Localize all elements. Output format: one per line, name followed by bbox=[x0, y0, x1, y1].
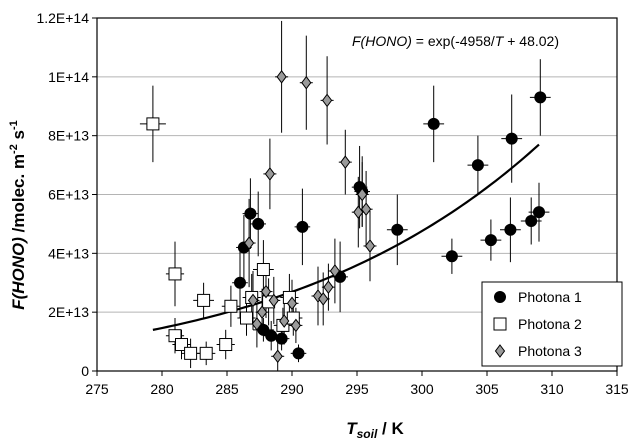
x-tick-label: 300 bbox=[410, 381, 434, 397]
y-axis-title: F(HONO) /molec. m-2 s-1 bbox=[8, 120, 28, 310]
photona-2-point bbox=[240, 311, 253, 325]
photona-2-point bbox=[168, 267, 182, 281]
photona-3-point bbox=[353, 205, 364, 219]
y-tick-label: 1.2E+14 bbox=[36, 10, 89, 26]
y-tick-label: 1E+14 bbox=[48, 69, 89, 85]
photona-1-point bbox=[533, 206, 545, 219]
photona-2-point bbox=[256, 263, 270, 277]
legend-marker-photona-1 bbox=[494, 291, 506, 303]
photona-2-point bbox=[219, 338, 233, 352]
y-tick-label: 4E+13 bbox=[48, 245, 89, 261]
photona-3-point bbox=[323, 280, 334, 294]
photona-1-point bbox=[525, 214, 538, 227]
photona-2-point bbox=[199, 346, 213, 360]
photona-3-point bbox=[357, 187, 368, 202]
photona-3-point bbox=[243, 236, 255, 250]
photona-3-point bbox=[301, 75, 312, 90]
fit-curve bbox=[152, 143, 540, 331]
y-tick-label: 2E+13 bbox=[48, 304, 89, 320]
x-tick-label: 280 bbox=[150, 381, 174, 397]
photona-3-point bbox=[286, 296, 298, 311]
photona-3-point bbox=[318, 292, 329, 306]
axis-ticks: 0 2E+13 4E+13 6E+13 8E+13 1E+14 1.2E+14 275 280 2… bbox=[36, 10, 628, 397]
legend-label-photona-1: Photona 1 bbox=[518, 289, 582, 305]
y-tick-label: 8E+13 bbox=[48, 128, 89, 144]
photona-3-point bbox=[290, 318, 302, 333]
photona-1-point bbox=[505, 132, 518, 145]
data-points bbox=[146, 70, 547, 364]
fit-equation: F(HONO) = exp(-4958/T + 48.02) bbox=[352, 33, 559, 49]
photona-3-point bbox=[321, 93, 333, 108]
x-tick-label: 315 bbox=[605, 381, 629, 397]
y-tick-label: 6E+13 bbox=[48, 187, 89, 203]
photona-1-point bbox=[275, 332, 288, 345]
photona-3-point bbox=[276, 70, 287, 84]
photona-3-point bbox=[329, 264, 341, 278]
photona-1-point bbox=[252, 217, 265, 230]
photona-3-point bbox=[260, 284, 272, 299]
photona-3-point bbox=[256, 305, 268, 319]
x-tick-label: 310 bbox=[540, 381, 564, 397]
photona-1-point bbox=[391, 223, 404, 236]
photona-3-point bbox=[247, 293, 259, 308]
photona-3-point bbox=[364, 239, 376, 253]
photona-1-point bbox=[234, 276, 246, 289]
legend-label-photona-3: Photona 3 bbox=[518, 343, 582, 359]
photona-1-point bbox=[445, 250, 458, 263]
x-tick-label: 285 bbox=[215, 381, 239, 397]
photona-2-point bbox=[197, 293, 211, 307]
photona-3-point bbox=[251, 317, 263, 331]
photona-2-point bbox=[146, 117, 160, 131]
photona-1-point bbox=[265, 329, 278, 342]
photona-1-point bbox=[427, 117, 440, 130]
legend-marker-photona-3 bbox=[494, 344, 506, 358]
x-tick-label: 275 bbox=[85, 381, 109, 397]
photona-3-point bbox=[340, 155, 351, 169]
photona-3-point bbox=[279, 314, 290, 328]
photona-1-point bbox=[471, 159, 484, 172]
photona-1-point bbox=[484, 234, 497, 247]
photona-2-point bbox=[224, 299, 238, 313]
photona-1-point bbox=[504, 223, 517, 236]
photona-3-point bbox=[360, 202, 372, 217]
x-tick-label: 295 bbox=[345, 381, 369, 397]
x-axis-title: Tsoil / K bbox=[346, 419, 404, 441]
photona-1-point bbox=[244, 207, 257, 220]
y-tick-label: 0 bbox=[81, 363, 89, 379]
legend: Photona 1 Photona 2 Photona 3 bbox=[481, 281, 623, 367]
photona-1-point bbox=[534, 91, 547, 104]
x-tick-label: 305 bbox=[475, 381, 499, 397]
photona-3-point bbox=[268, 293, 279, 308]
photona-3-point bbox=[264, 167, 276, 181]
x-tick-label: 290 bbox=[280, 381, 304, 397]
photona-1-point bbox=[296, 220, 309, 233]
legend-marker-photona-2 bbox=[493, 317, 507, 331]
photona-2-point bbox=[184, 346, 198, 360]
legend-label-photona-2: Photona 2 bbox=[518, 316, 582, 332]
photona-3-point bbox=[272, 349, 283, 364]
photona-1-point bbox=[292, 347, 305, 360]
